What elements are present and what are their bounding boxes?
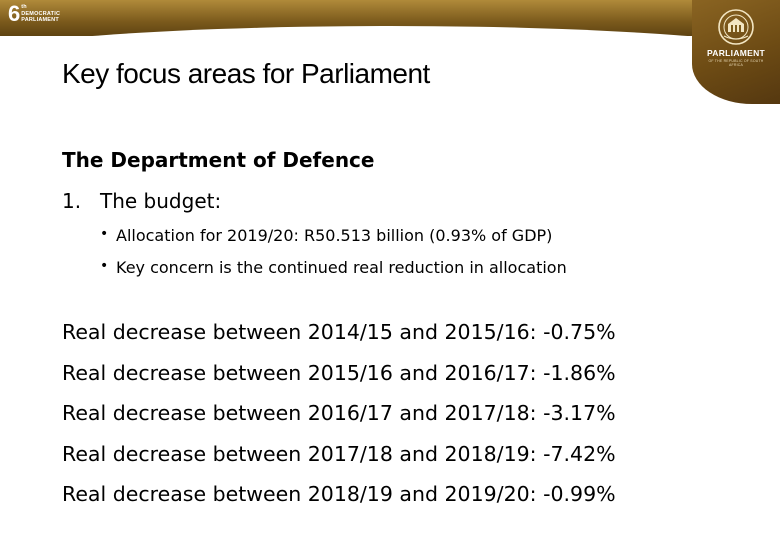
logo-line2: PARLIAMENT [21,17,59,23]
parliament-word: PARLIAMENT [706,48,766,58]
bullet-text: Allocation for 2019/20: R50.513 billion … [116,226,553,245]
slide-subtitle: The Department of Defence [62,148,375,172]
decrease-line: Real decrease between 2016/17 and 2017/1… [62,401,616,425]
decrease-line: Real decrease between 2014/15 and 2015/1… [62,320,616,344]
bullet-item: • Allocation for 2019/20: R50.513 billio… [100,226,567,258]
logo-text: th DEMOCRATIC PARLIAMENT [21,4,60,24]
decrease-list: Real decrease between 2014/15 and 2015/1… [62,320,616,523]
parliament-side-panel: PARLIAMENT OF THE REPUBLIC OF SOUTH AFRI… [692,0,780,104]
democratic-parliament-logo: 6 th DEMOCRATIC PARLIAMENT [8,3,60,25]
decrease-line: Real decrease between 2017/18 and 2018/1… [62,441,616,466]
header-banner [0,0,780,36]
crest-icon [718,9,754,45]
item-text: The budget: [100,189,222,213]
numbered-item: 1. The budget: [62,189,221,213]
slide-title: Key focus areas for Parliament [62,58,430,89]
logo-line1: DEMOCRATIC [21,10,61,17]
parliament-subtitle: OF THE REPUBLIC OF SOUTH AFRICA [708,59,764,67]
decrease-line: Real decrease between 2018/19 and 2019/2… [62,482,616,506]
logo-superscript: th [21,4,27,10]
bullet-dot-icon: • [100,258,109,274]
logo-number: 6 [8,1,21,26]
bullet-list: • Allocation for 2019/20: R50.513 billio… [100,226,567,290]
bullet-dot-icon: • [100,226,109,242]
item-number: 1. [62,189,82,213]
banner-curve [0,26,780,36]
decrease-line: Real decrease between 2015/16 and 2016/1… [62,360,616,385]
bullet-text: Key concern is the continued real reduct… [116,258,567,277]
parliament-logo: PARLIAMENT OF THE REPUBLIC OF SOUTH AFRI… [706,8,766,67]
bullet-item: • Key concern is the continued real redu… [100,258,567,290]
